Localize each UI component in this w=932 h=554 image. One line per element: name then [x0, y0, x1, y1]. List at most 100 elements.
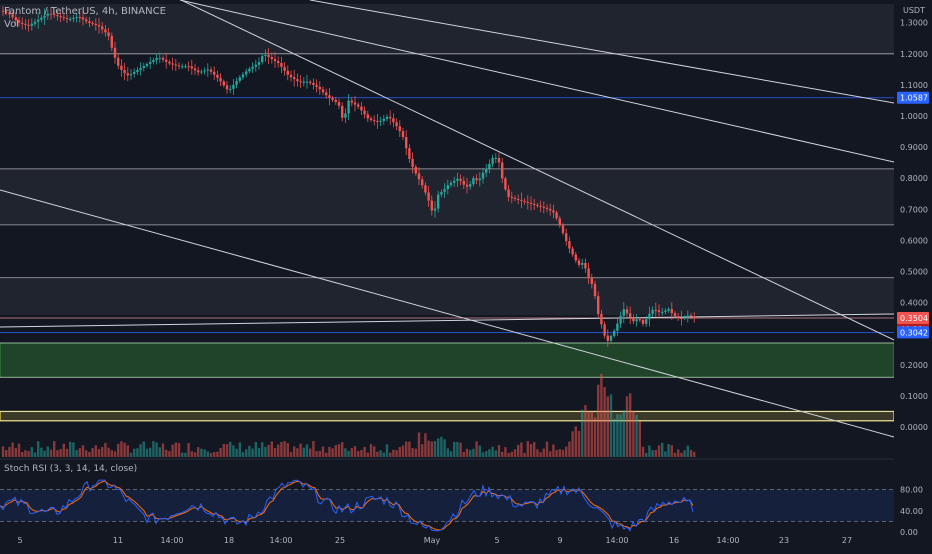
volume-bar: [411, 448, 414, 457]
volume-bar: [680, 452, 683, 457]
volume-bar: [280, 442, 283, 457]
volume-bar: [366, 452, 369, 457]
candle-body: [568, 241, 571, 249]
candle-body: [533, 203, 536, 205]
candle-body: [245, 71, 248, 75]
volume-bar: [158, 447, 161, 457]
volume-bar: [584, 405, 587, 457]
volume-bar: [120, 441, 123, 457]
price-axis-currency: USDT: [903, 6, 925, 15]
volume-bar: [593, 417, 597, 457]
candle-body: [632, 317, 635, 322]
candle-body: [171, 63, 174, 65]
candle-body: [677, 316, 680, 319]
volume-bar: [37, 441, 40, 457]
volume-bar: [257, 447, 261, 457]
volume-bar: [321, 446, 325, 457]
volume-bar: [245, 449, 248, 457]
volume-bar: [62, 443, 65, 457]
volume-bar: [609, 394, 613, 457]
candle-body: [545, 207, 549, 209]
volume-bar: [30, 447, 33, 457]
volume-bar: [248, 445, 251, 457]
volume-bar: [117, 443, 120, 457]
candle-body: [325, 92, 328, 96]
candle-body: [62, 17, 65, 19]
volume-bar: [161, 443, 165, 457]
candle-body: [165, 59, 168, 62]
volume-bar: [625, 396, 629, 457]
candle-body: [488, 163, 491, 169]
candle-body: [56, 15, 59, 17]
candle-body: [446, 185, 449, 190]
candle-body: [149, 62, 152, 65]
candle-body: [129, 73, 133, 76]
candle-body: [430, 200, 433, 211]
candle-body: [283, 66, 286, 71]
candle-body: [142, 65, 145, 68]
candle-body: [661, 311, 664, 313]
volume-bar: [526, 441, 529, 457]
candle-body: [449, 182, 453, 186]
volume-bar: [517, 444, 520, 457]
volume-bar: [219, 448, 222, 457]
price-tick-label: 0.9000: [900, 143, 928, 152]
volume-bar: [641, 446, 645, 457]
volume-bar: [651, 450, 654, 457]
volume-bar: [325, 452, 328, 457]
candle-body: [69, 19, 72, 21]
candle-body: [443, 189, 446, 192]
volume-bar: [536, 449, 539, 457]
volume-bar: [520, 442, 523, 457]
candle-body: [395, 122, 398, 127]
volume-bar: [363, 446, 366, 457]
volume-bar: [504, 447, 507, 457]
stoch-rsi-label[interactable]: Stoch RSI (3, 3, 14, 14, close): [4, 464, 138, 474]
candle-body: [49, 13, 53, 15]
yellow-zone: [0, 410, 895, 422]
candle-body: [120, 65, 123, 70]
volume-bar: [446, 448, 449, 457]
candle-body: [133, 71, 136, 74]
volume-bar: [334, 445, 337, 457]
volume-bar: [5, 450, 8, 457]
candle-body: [593, 284, 597, 297]
volume-bar: [238, 442, 241, 457]
price-tick-label: 0.0000: [900, 423, 928, 432]
time-tick-label: 5: [494, 536, 499, 545]
volume-bar: [181, 452, 184, 457]
candle-body: [97, 25, 101, 27]
volume-bar: [318, 450, 321, 457]
candle-body: [72, 18, 75, 20]
candle-body: [517, 198, 520, 200]
candle-body: [353, 102, 357, 105]
time-axis[interactable]: 5 11 14:00 18 14:00 25 May 5 9 14:00 16 14:00 23 27: [17, 536, 852, 545]
candle-body: [24, 23, 27, 25]
volume-bar: [171, 444, 174, 457]
volume-bar: [206, 451, 209, 457]
volume-bar: [69, 441, 72, 457]
volume-bar: [523, 452, 526, 457]
trend-lines: [0, 0, 895, 438]
candle-body: [8, 12, 11, 15]
volume-bar: [590, 411, 593, 457]
volume-bar: [289, 452, 293, 457]
volume-bar: [110, 450, 113, 457]
candle-body: [526, 201, 529, 203]
volume-bar: [475, 441, 478, 457]
volume-bar: [597, 384, 600, 457]
symbol-header[interactable]: Fantom / TetherUS, 4h, BINANCE: [4, 6, 166, 17]
price-tick-label: 0.8000: [900, 174, 928, 183]
volume-bar: [187, 443, 190, 457]
candle-body: [145, 64, 149, 66]
volume-bar: [123, 442, 126, 457]
candle-body: [177, 65, 181, 67]
volume-bar: [152, 441, 155, 457]
price-axis-bg: [894, 0, 932, 550]
level-low-tag-bg: [897, 326, 929, 339]
candle-body: [43, 15, 46, 18]
price-axis[interactable]: USDT 1.3000 1.2000 1.1000 1.0000 0.9000 0.8000…: [894, 0, 932, 550]
candle-body: [600, 313, 603, 325]
volume-bar: [417, 432, 421, 457]
